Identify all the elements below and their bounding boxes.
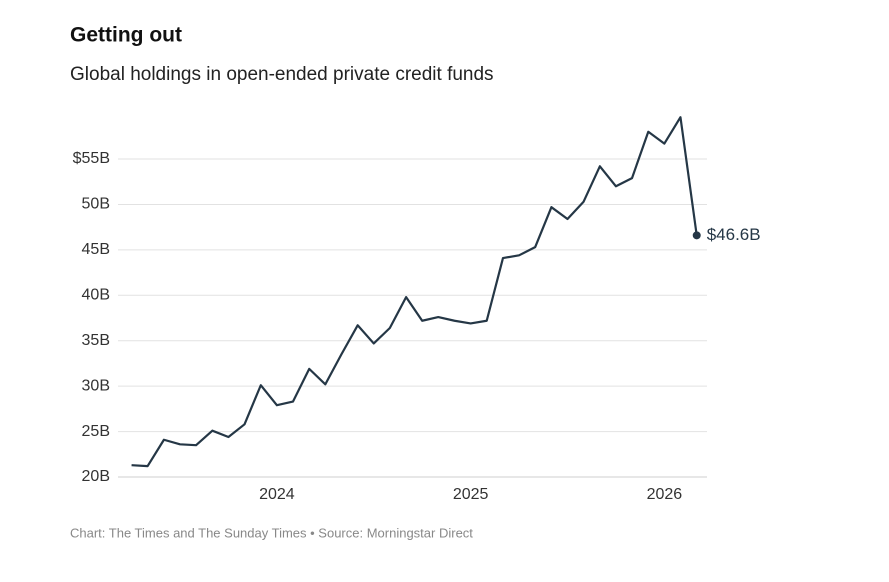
x-tick-label: 2024 [259,486,295,503]
y-tick-label: 25B [82,423,110,440]
y-tick-label: 20B [82,468,110,485]
source-note: Chart: The Times and The Sunday Times • … [70,525,473,540]
x-tick-label: 2026 [647,486,683,503]
x-tick-label: 2025 [453,486,489,503]
y-tick-label: $55B [73,150,110,167]
y-tick-label: 30B [82,377,110,394]
chart-subtitle: Global holdings in open-ended private cr… [70,64,494,85]
y-tick-label: 50B [82,196,110,213]
end-point [692,231,701,240]
chart-title: Getting out [70,24,182,47]
y-tick-label: 40B [82,287,110,304]
y-tick-label: 45B [82,241,110,258]
data-label: $46.6B [707,225,761,244]
series-line [131,116,698,468]
y-tick-label: 35B [82,332,110,349]
